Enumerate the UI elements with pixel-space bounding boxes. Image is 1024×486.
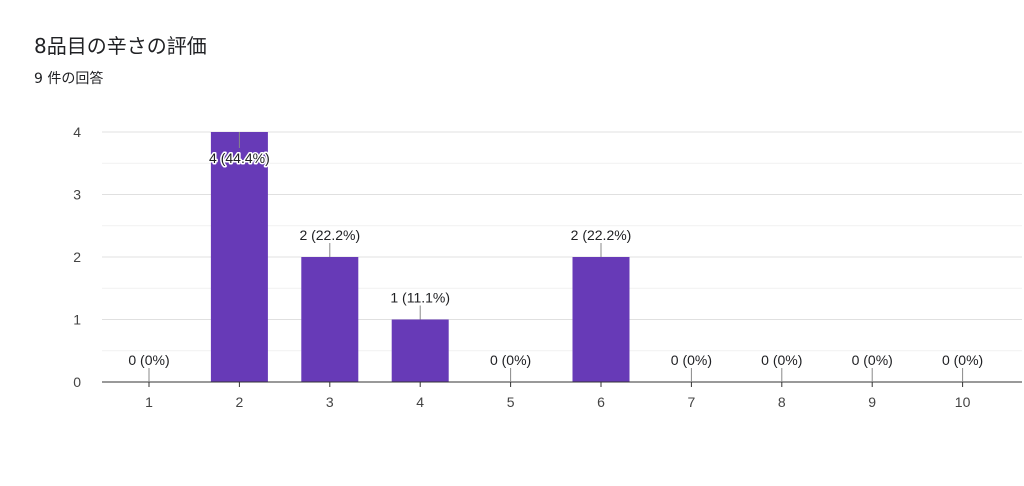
axes: 0 1 2 3 4 1 2 3 4 5 6 7 8 9 10 [73, 124, 1022, 410]
data-label-1: 0 (0%) [128, 352, 169, 368]
y-tick-label: 3 [73, 187, 81, 203]
data-label-2: 4 (44.4%) [209, 150, 270, 166]
x-tick-label-7: 7 [688, 394, 696, 410]
x-tick-label-4: 4 [416, 394, 424, 410]
data-label-10: 0 (0%) [942, 352, 983, 368]
bar-6 [572, 257, 630, 382]
y-tick-label: 1 [73, 312, 81, 328]
x-tick-label-5: 5 [507, 394, 515, 410]
x-tick-label-2: 2 [236, 394, 244, 410]
x-tick-label-10: 10 [955, 394, 971, 410]
data-label-5: 0 (0%) [490, 352, 531, 368]
data-label-9: 0 (0%) [852, 352, 893, 368]
bar-4 [391, 319, 449, 382]
x-tick-label-6: 6 [597, 394, 605, 410]
x-tick-label-9: 9 [868, 394, 876, 410]
data-label-7: 0 (0%) [671, 352, 712, 368]
data-label-3: 2 (22.2%) [299, 227, 360, 243]
x-tick-label-8: 8 [778, 394, 786, 410]
chart-title: 8品目の辛さの評価 [34, 34, 207, 58]
response-count: 9 件の回答 [34, 71, 104, 87]
y-tick-label: 2 [73, 249, 81, 265]
bars [210, 132, 630, 382]
data-labels: 0 (0%) 4 (44.4%) 2 (22.2%) 1 (11.1%) 0 (0%) 2… [128, 132, 983, 382]
bar-2 [210, 132, 268, 382]
y-tick-label: 0 [73, 374, 81, 390]
data-label-6: 2 (22.2%) [571, 227, 632, 243]
y-tick-label: 4 [73, 124, 81, 140]
x-tick-label-1: 1 [145, 394, 153, 410]
bar-3 [301, 257, 359, 382]
data-label-8: 0 (0%) [761, 352, 802, 368]
x-tick-label-3: 3 [326, 394, 334, 410]
data-label-4: 1 (11.1%) [390, 290, 450, 306]
